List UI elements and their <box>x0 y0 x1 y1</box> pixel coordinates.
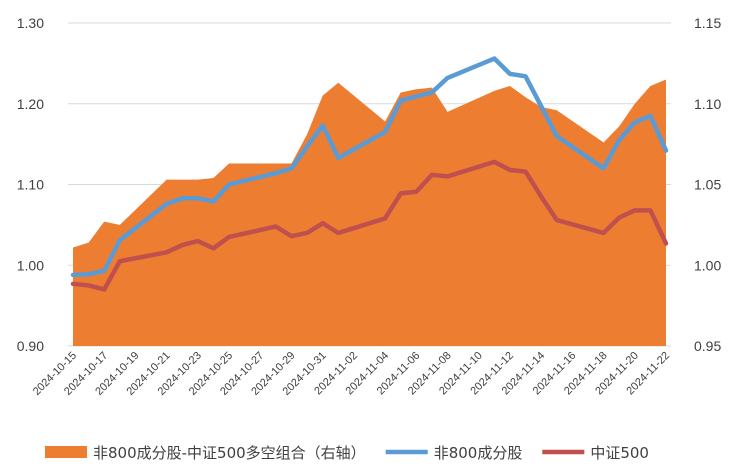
y-axis-left: 0.90 1.00 1.10 1.20 1.30 <box>17 15 44 354</box>
y-right-tick-label: 0.95 <box>694 338 721 354</box>
y-left-tick-label: 1.20 <box>17 96 44 112</box>
area-series-layer <box>73 79 666 347</box>
y-left-tick-label: 0.90 <box>17 338 44 354</box>
legend-label-1: 非800成分股 <box>434 444 523 462</box>
y-axis-right: 0.95 1.00 1.05 1.10 1.15 <box>694 15 721 354</box>
legend-label-2: 中证500 <box>590 444 649 462</box>
legend-swatch-0 <box>45 446 87 458</box>
y-right-tick-label: 1.10 <box>694 96 721 112</box>
line-series-layer <box>70 56 669 292</box>
y-left-tick-label: 1.10 <box>17 177 44 193</box>
y-right-tick-label: 1.05 <box>694 177 721 193</box>
series-line-2 <box>70 159 669 292</box>
y-left-tick-label: 1.30 <box>17 15 44 31</box>
y-left-tick-label: 1.00 <box>17 257 44 273</box>
y-right-tick-label: 1.00 <box>694 257 721 273</box>
x-axis: 2024-10-152024-10-172024-10-192024-10-21… <box>31 350 672 398</box>
legend: 非800成分股-中证500多空组合（右轴） 非800成分股 中证500 <box>45 444 649 462</box>
series-line-1 <box>70 56 669 278</box>
y-right-tick-label: 1.15 <box>694 15 721 31</box>
legend-label-0: 非800成分股-中证500多空组合（右轴） <box>93 444 366 462</box>
series-area-0 <box>73 79 666 347</box>
